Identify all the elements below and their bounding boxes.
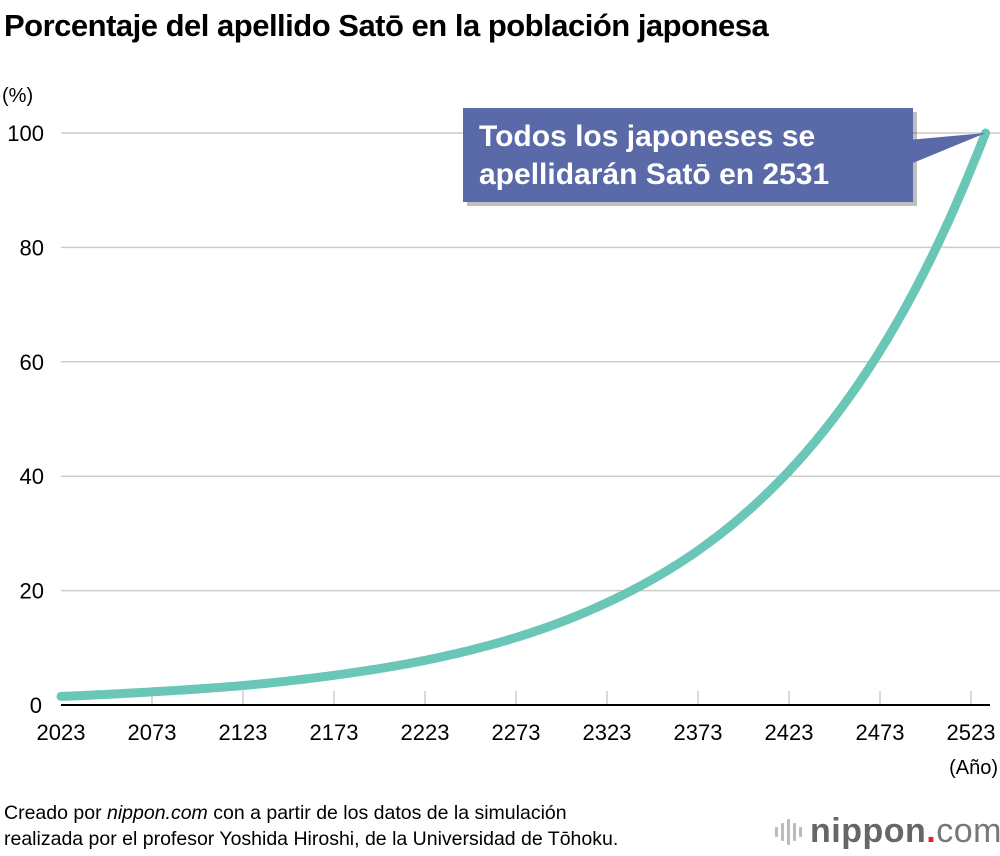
- x-tick-label: 2523: [947, 720, 996, 745]
- x-tick-label: 2273: [492, 720, 541, 745]
- annotation-text: apellidarán Satō en 2531: [479, 158, 829, 191]
- x-tick-label: 2073: [128, 720, 177, 745]
- nippon-logo: nippon.com: [775, 812, 1000, 851]
- y-axis-label: (%): [2, 85, 33, 107]
- y-tick-label: 40: [20, 464, 44, 489]
- source-prefix: Creado por: [4, 802, 107, 824]
- chart-title: Porcentaje del apellido Satō en la pobla…: [4, 8, 769, 43]
- x-tick-label: 2473: [856, 720, 905, 745]
- source-note: Creado por nippon.com con a partir de lo…: [4, 800, 618, 852]
- source-site: nippon.com: [106, 802, 208, 824]
- y-tick-label: 0: [30, 693, 42, 718]
- annotation-pointer: [908, 133, 986, 165]
- y-tick-label: 80: [20, 235, 44, 260]
- sound-wave-icon: [775, 818, 802, 845]
- y-tick-label: 20: [20, 579, 44, 604]
- x-tick-label: 2173: [310, 720, 359, 745]
- x-tick-label: 2373: [674, 720, 723, 745]
- x-tick-label: 2023: [37, 720, 86, 745]
- x-tick-label: 2423: [765, 720, 814, 745]
- series-line: [56, 128, 991, 701]
- x-tick-label: 2323: [583, 720, 632, 745]
- annotation-text: Todos los japoneses se: [479, 120, 815, 153]
- annotation-box: [463, 108, 913, 202]
- x-axis-label: (Año): [949, 757, 998, 779]
- chart: 0 20 40 60 80 100 (%) 2023 2073 2123 2173 2223 2273 2…: [2, 85, 1000, 779]
- source-line2: realizada por el profesor Yoshida Hirosh…: [4, 828, 619, 850]
- x-tick-label: 2123: [219, 720, 268, 745]
- x-tick-label: 2223: [401, 720, 450, 745]
- y-tick-label: 100: [7, 121, 44, 146]
- source-suffix: con a partir de los datos de la simulaci…: [207, 802, 567, 824]
- y-tick-label: 60: [20, 350, 44, 375]
